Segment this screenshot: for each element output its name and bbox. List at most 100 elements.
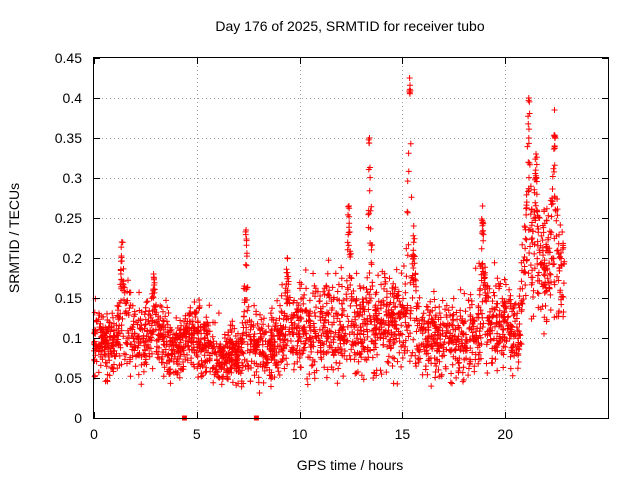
data-point <box>506 296 513 303</box>
data-point <box>529 267 536 274</box>
peak-point <box>551 107 558 113</box>
data-point <box>422 366 429 373</box>
data-point <box>357 324 364 330</box>
data-point <box>248 321 254 328</box>
data-point <box>397 330 404 337</box>
data-point <box>372 344 379 351</box>
data-point <box>487 336 494 343</box>
data-point <box>470 317 477 324</box>
data-point <box>416 294 423 301</box>
data-point <box>203 364 210 371</box>
data-point <box>396 338 403 345</box>
data-point <box>310 343 317 350</box>
data-point <box>484 314 491 321</box>
data-point <box>555 251 562 257</box>
y-tick-label: 0.3 <box>63 170 83 186</box>
data-point <box>332 346 339 353</box>
data-point <box>334 288 341 295</box>
data-point <box>116 362 123 369</box>
data-point <box>347 282 354 288</box>
data-point <box>352 316 359 323</box>
data-point <box>216 361 223 367</box>
data-point <box>353 270 360 277</box>
data-point <box>197 336 204 343</box>
data-point <box>101 331 108 337</box>
data-point <box>240 330 247 337</box>
data-point <box>560 240 567 247</box>
plot-frame <box>93 57 609 419</box>
data-point <box>392 284 399 291</box>
data-point <box>144 298 151 305</box>
data-point <box>527 211 534 218</box>
data-point <box>414 303 421 310</box>
data-point <box>357 285 364 292</box>
data-point <box>294 351 301 358</box>
data-point <box>513 315 520 322</box>
data-point <box>275 368 282 375</box>
peak-point <box>346 220 353 227</box>
data-point <box>104 328 111 335</box>
peak-point <box>243 227 250 233</box>
data-point <box>278 330 285 337</box>
data-point <box>320 348 327 355</box>
data-point <box>518 308 525 315</box>
data-point <box>104 378 111 385</box>
data-point <box>348 341 355 348</box>
data-point <box>539 237 546 244</box>
data-point <box>541 260 548 267</box>
data-point <box>190 339 197 346</box>
data-point <box>452 355 459 362</box>
data-point <box>450 317 457 324</box>
data-point <box>482 264 489 271</box>
data-point <box>501 317 508 324</box>
data-point <box>467 345 474 352</box>
data-point <box>439 297 446 304</box>
data-point <box>274 297 281 304</box>
data-point <box>502 281 509 288</box>
data-point <box>500 343 507 350</box>
data-point <box>155 332 162 339</box>
data-point <box>211 349 218 356</box>
data-point <box>380 341 387 348</box>
data-point <box>108 323 115 330</box>
data-point <box>398 363 405 370</box>
data-point <box>148 314 154 321</box>
data-point <box>160 338 167 345</box>
data-point <box>383 308 390 315</box>
data-point <box>338 312 345 319</box>
data-point <box>544 275 551 282</box>
data-point <box>91 309 98 316</box>
data-point <box>182 337 189 344</box>
data-point <box>481 275 487 282</box>
data-point <box>239 359 245 366</box>
data-point <box>142 304 149 311</box>
data-point <box>510 333 517 340</box>
data-point <box>556 265 563 272</box>
data-point <box>472 336 479 343</box>
data-point <box>99 339 106 346</box>
data-point <box>151 286 158 293</box>
data-point <box>186 330 193 337</box>
data-point <box>188 359 195 366</box>
data-point <box>198 373 205 380</box>
data-point <box>164 321 171 328</box>
data-point <box>206 302 213 309</box>
data-point <box>364 274 371 281</box>
data-point <box>149 290 156 297</box>
data-point <box>313 304 319 311</box>
data-point <box>253 368 260 375</box>
data-point <box>307 327 314 334</box>
peak-point <box>283 269 290 276</box>
data-point <box>464 336 470 343</box>
data-point <box>374 315 381 322</box>
data-point <box>471 368 478 375</box>
data-point <box>257 327 264 333</box>
data-point <box>372 291 379 298</box>
data-point <box>558 301 565 308</box>
data-point <box>379 268 386 275</box>
data-point <box>499 295 506 302</box>
data-point <box>194 344 201 351</box>
data-point <box>268 314 275 321</box>
data-point <box>209 345 216 352</box>
data-point <box>284 361 291 368</box>
